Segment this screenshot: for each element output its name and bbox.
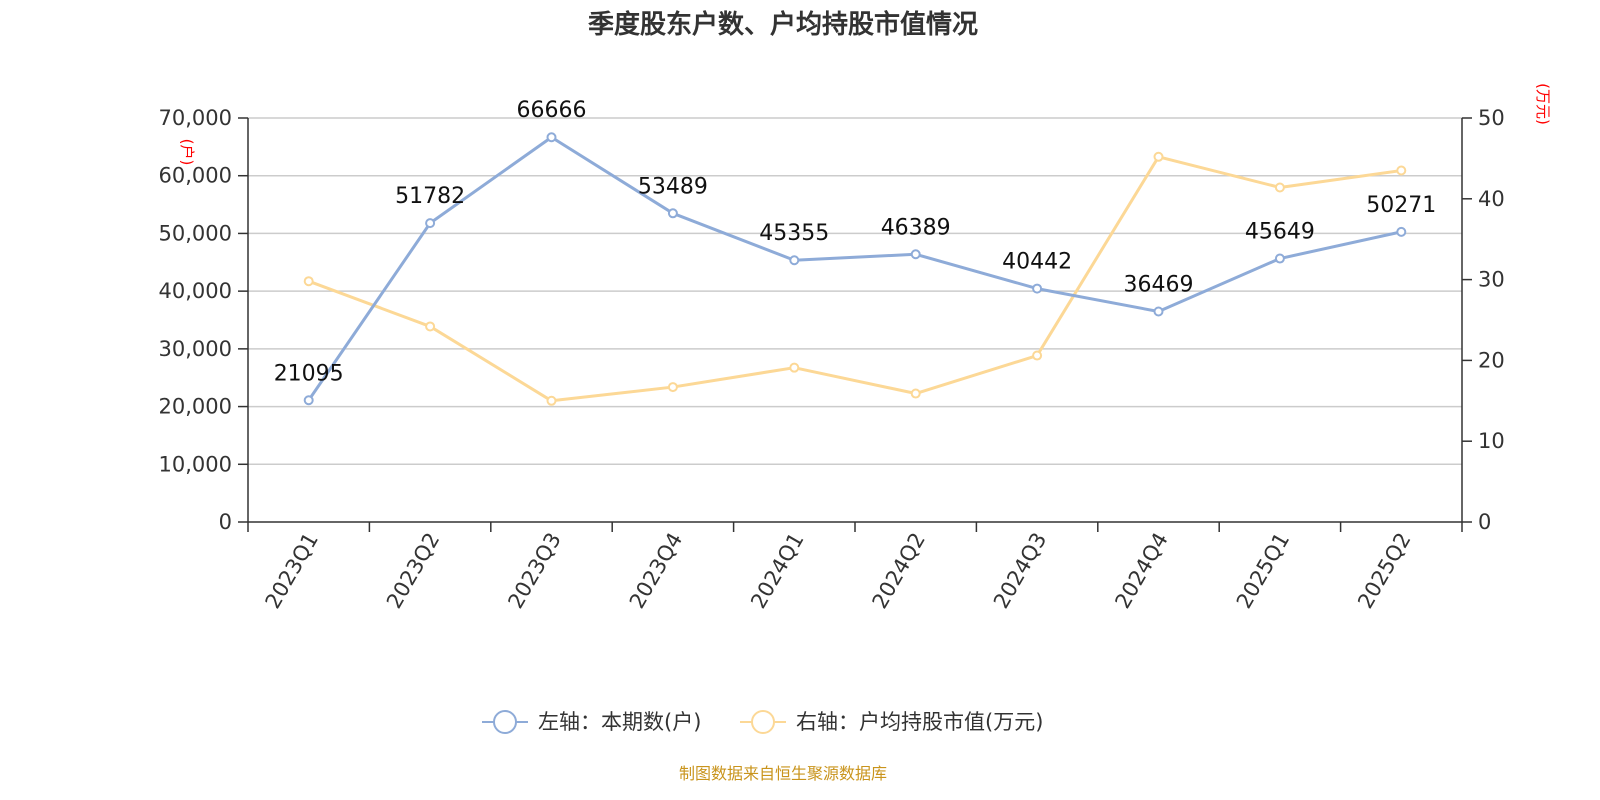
right-tick-label: 20	[1478, 348, 1505, 372]
x-axis-ticks: 2023Q1 2023Q2 2023Q3 2023Q4 2024Q1 2024Q2 2024…	[247, 522, 1463, 613]
right-tick-label: 10	[1478, 429, 1505, 453]
left-tick-label: 50,000	[159, 221, 232, 245]
left-axis-ticks: 0 10,000 20,000 30,000 40,000 50,000 60,000 70,…	[159, 106, 248, 534]
x-tick-label: 2023Q4	[625, 529, 687, 613]
left-tick-label: 30,000	[159, 337, 232, 361]
legend-item-left[interactable]: 左轴：本期数(户)	[482, 710, 701, 734]
x-tick-label: 2023Q1	[261, 529, 323, 613]
legend-left-circle-icon	[493, 710, 517, 734]
legend[interactable]: 左轴：本期数(户) 右轴：户均持股市值(万元)	[482, 710, 1043, 734]
series-right-point	[789, 362, 800, 373]
axes	[247, 118, 1463, 523]
data-label: 36469	[1124, 273, 1194, 298]
right-axis-unit: (万元)	[1534, 83, 1552, 125]
left-tick-label: 40,000	[159, 279, 232, 303]
series-right-point	[425, 321, 436, 332]
data-labels: 21095 51782 66666 53489 45355 46389 40442 36469…	[274, 98, 1437, 386]
data-label: 51782	[395, 184, 465, 209]
data-label: 21095	[274, 361, 344, 386]
series-left-point	[667, 208, 678, 219]
right-tick-label: 50	[1478, 106, 1505, 130]
x-tick-label: 2023Q3	[503, 529, 565, 613]
left-tick-label: 20,000	[159, 395, 232, 419]
right-tick-label: 0	[1478, 510, 1491, 534]
legend-right-circle-icon	[751, 710, 775, 734]
series-left-point	[1153, 306, 1164, 317]
x-tick-label: 2024Q1	[746, 529, 808, 613]
series-left-point	[1396, 226, 1407, 237]
legend-right-label: 右轴：户均持股市值(万元)	[796, 710, 1043, 734]
x-tick-label: 2025Q1	[1232, 529, 1294, 613]
left-tick-label: 70,000	[159, 106, 232, 130]
series-left-point	[425, 218, 436, 229]
data-label: 45355	[759, 221, 829, 246]
series-left-point	[303, 395, 314, 406]
series-right-point	[546, 395, 557, 406]
right-axis-ticks: 0 10 20 30 40 50	[1462, 106, 1505, 534]
series-right-point	[1153, 151, 1164, 162]
series-left-point	[546, 132, 557, 143]
right-tick-label: 40	[1478, 187, 1505, 211]
series-left-line	[303, 132, 1407, 406]
series-left-point	[1032, 283, 1043, 294]
series-right-point	[1032, 350, 1043, 361]
x-tick-label: 2025Q2	[1353, 529, 1415, 613]
series-right-point	[667, 382, 678, 393]
series-right-line	[303, 151, 1407, 406]
series-right-point	[1274, 182, 1285, 193]
right-tick-label: 30	[1478, 268, 1505, 292]
x-tick-label: 2024Q2	[868, 529, 930, 613]
source-note: 制图数据来自恒生聚源数据库	[679, 764, 887, 783]
x-tick-label: 2024Q3	[989, 529, 1051, 613]
left-axis-unit: (户)	[178, 139, 196, 166]
series-left-point	[910, 249, 921, 260]
x-tick-label: 2023Q2	[382, 529, 444, 613]
legend-left-label: 左轴：本期数(户)	[538, 710, 701, 734]
gridlines	[248, 117, 1462, 466]
left-tick-label: 0	[219, 510, 232, 534]
data-label: 66666	[517, 98, 587, 123]
left-tick-label: 60,000	[159, 164, 232, 188]
series-right-point	[303, 276, 314, 287]
series-right-point	[1396, 165, 1407, 176]
series-left-point	[789, 255, 800, 266]
x-tick-label: 2024Q4	[1110, 529, 1172, 613]
data-label: 40442	[1002, 250, 1072, 275]
data-label: 45649	[1245, 220, 1315, 245]
left-tick-label: 10,000	[159, 452, 232, 476]
data-label: 53489	[638, 174, 708, 199]
series-left-point	[1274, 253, 1285, 264]
chart-title: 季度股东户数、户均持股市值情况	[588, 9, 978, 40]
legend-item-right[interactable]: 右轴：户均持股市值(万元)	[740, 710, 1043, 734]
series-right-polyline	[308, 155, 1402, 403]
series-left-polyline	[307, 135, 1402, 402]
data-label: 46389	[881, 215, 951, 240]
series-right-point	[910, 388, 921, 399]
data-label: 50271	[1366, 193, 1436, 218]
